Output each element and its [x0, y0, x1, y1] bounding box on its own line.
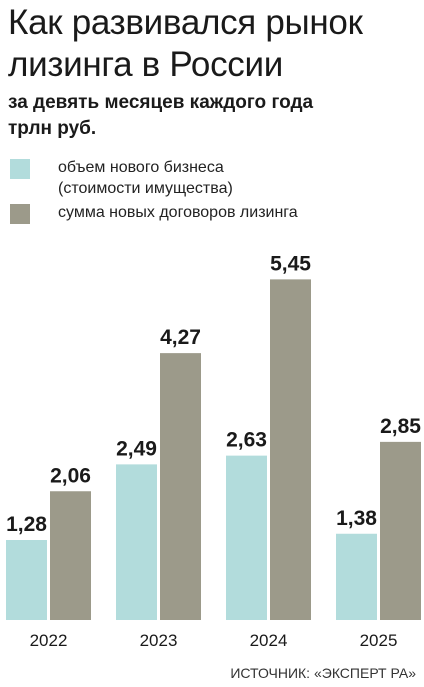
- legend-label-new-business: объем нового бизнеса (стоимости имуществ…: [58, 157, 233, 199]
- bar-new-business-2023: [116, 464, 157, 620]
- subtitle-period: за девять месяцев каждого года: [8, 92, 314, 113]
- bar-new-business-2024: [226, 455, 267, 620]
- x-tick-label: 2024: [250, 631, 288, 650]
- legend-label-line: (стоимости имущества): [58, 180, 233, 197]
- data-label: 2,63: [226, 429, 267, 452]
- subtitle-unit: трлн руб.: [8, 118, 97, 139]
- bar-new-contracts-2024: [270, 279, 311, 620]
- data-label: 2,06: [50, 464, 91, 487]
- bar-new-contracts-2022: [50, 491, 91, 620]
- x-tick-label: 2023: [140, 631, 178, 650]
- bar-new-business-2025: [336, 533, 377, 620]
- bar-new-business-2022: [6, 540, 47, 620]
- x-tick-label: 2022: [30, 631, 68, 650]
- bar-new-contracts-2023: [160, 353, 201, 620]
- data-label: 1,38: [336, 507, 377, 530]
- bar-new-contracts-2025: [380, 441, 421, 620]
- data-label: 4,27: [160, 326, 201, 349]
- legend-swatch-new-contracts: [10, 204, 30, 224]
- data-label: 2,49: [116, 437, 157, 460]
- source-note: ИСТОЧНИК: «ЭКСПЕРТ РА»: [230, 665, 416, 681]
- legend-label-new-contracts: сумма новых договоров лизинга: [58, 202, 298, 223]
- data-label: 1,28: [6, 513, 47, 536]
- legend-label-line: объем нового бизнеса: [58, 159, 224, 176]
- data-label: 5,45: [270, 252, 311, 275]
- chart-subtitle: за девять месяцев каждого года трлн руб.: [8, 90, 418, 142]
- legend-swatch-new-business: [10, 159, 30, 179]
- x-tick-label: 2025: [360, 631, 398, 650]
- legend-label-line: сумма новых договоров лизинга: [58, 204, 298, 221]
- data-label: 2,85: [380, 415, 421, 438]
- chart-title: Как развивался рынок лизинга в России: [8, 3, 363, 84]
